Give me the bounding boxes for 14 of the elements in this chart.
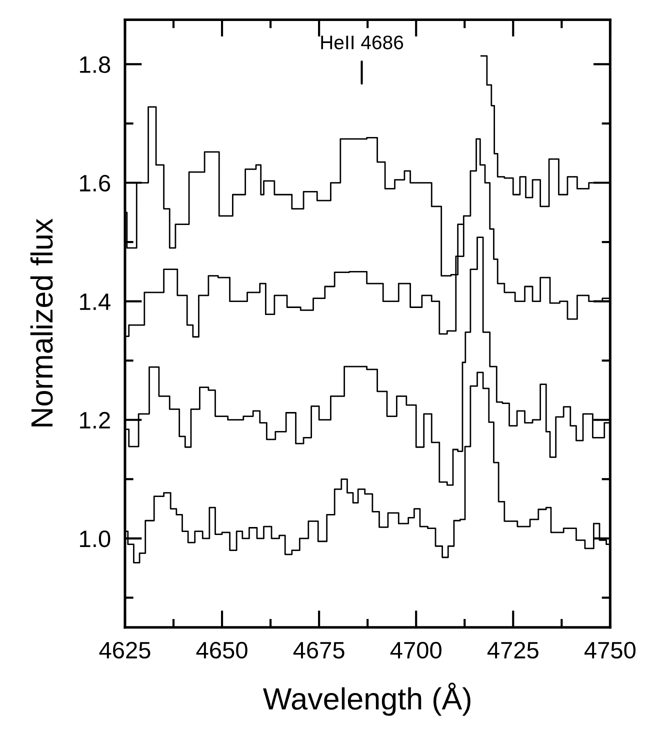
x-tick-label: 4675 (293, 642, 344, 659)
x-tick-label: 4650 (196, 642, 248, 659)
y-tick-label: 1.2 (80, 412, 110, 428)
x-tick-label: 4700 (390, 642, 442, 659)
x-axis-title: Wavelength (Å) (263, 682, 470, 716)
y-tick-label: 1.0 (80, 530, 110, 548)
x-tick-label: 4625 (99, 642, 150, 659)
y-axis-title: Normalized flux (30, 218, 53, 426)
y-tick-label: 1.4 (80, 294, 110, 310)
y-tick-label: 1.8 (80, 56, 110, 74)
x-tick-label: 4725 (487, 642, 538, 659)
annotation: HeII 4686 (321, 36, 404, 50)
x-tick-label: 4750 (584, 642, 636, 659)
y-tick-label: 1.6 (80, 174, 110, 192)
